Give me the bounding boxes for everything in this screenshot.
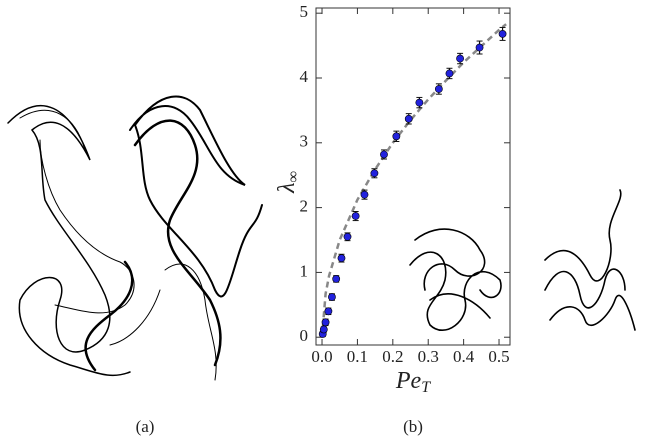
fit-curve	[322, 24, 506, 337]
x-tick-label: 0.3	[418, 347, 439, 366]
filament-a	[8, 96, 262, 380]
data-point	[456, 55, 463, 62]
data-point	[338, 255, 345, 262]
data-point	[380, 151, 387, 158]
data-point	[361, 191, 368, 198]
y-tick-label: 2	[300, 197, 309, 216]
data-point	[476, 44, 483, 51]
data-point	[405, 115, 412, 122]
x-tick-label: 0.4	[453, 347, 475, 366]
data-point	[371, 170, 378, 177]
data-point	[344, 233, 351, 240]
data-point	[322, 319, 329, 326]
y-label-symbol: λ	[274, 183, 300, 194]
data-point	[435, 85, 442, 92]
x-label-symbol: Pe	[395, 368, 422, 394]
x-tick-label: 0.5	[488, 347, 509, 366]
x-tick-label: 0.2	[382, 347, 403, 366]
y-tick-label: 3	[300, 132, 309, 151]
data-point	[333, 275, 340, 282]
caption-a: (a)	[136, 417, 155, 436]
figure: (a) (b) 0.00.10.20.30.40.5012345PeTλ∞	[0, 0, 651, 443]
data-point	[325, 308, 332, 315]
inset-filaments	[410, 190, 635, 330]
data-point	[328, 293, 335, 300]
data-point	[416, 99, 423, 106]
x-tick-label: 0.1	[347, 347, 368, 366]
data-point	[499, 30, 506, 37]
data-point	[446, 70, 453, 77]
y-axis-label: λ∞	[274, 171, 302, 194]
data-point	[393, 133, 400, 140]
caption-b: (b)	[403, 417, 423, 436]
y-tick-label: 5	[300, 2, 309, 21]
plot-frame	[316, 8, 510, 345]
data-point	[320, 326, 327, 333]
x-label-subscript: T	[421, 379, 431, 396]
y-tick-label: 1	[300, 261, 309, 280]
y-tick-label: 0	[300, 326, 309, 345]
x-axis-label: PeT	[395, 368, 431, 396]
y-label-subscript: ∞	[285, 171, 302, 182]
x-tick-label: 0.0	[311, 347, 332, 366]
data-point	[352, 212, 359, 219]
y-tick-label: 4	[300, 67, 309, 86]
